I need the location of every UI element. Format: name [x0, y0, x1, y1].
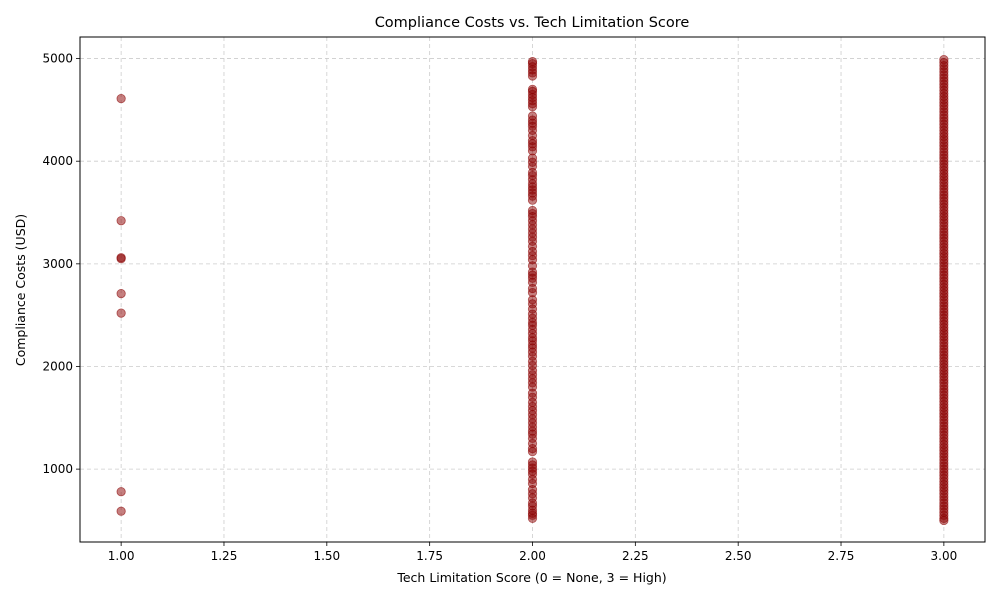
data-point [527, 71, 538, 81]
x-tick-label: 2.50 [725, 549, 752, 563]
x-tick-label: 1.75 [416, 549, 443, 563]
data-point [527, 447, 538, 457]
chart-title: Compliance Costs vs. Tech Limitation Sco… [375, 15, 690, 31]
data-point [116, 216, 126, 226]
y-axis-ticks: 1000 2000 3000 4000 5000 [42, 52, 80, 476]
data-point [939, 515, 949, 526]
x-axis-label: Tech Limitation Score (0 = None, 3 = Hig… [396, 570, 666, 585]
x-tick-label: 1.25 [211, 549, 238, 563]
x-tick-label: 1.50 [313, 549, 340, 563]
x-tick-label: 3.00 [931, 549, 958, 563]
y-tick-label: 1000 [42, 462, 73, 476]
data-point [116, 308, 126, 318]
data-point [527, 513, 538, 523]
y-tick-label: 5000 [42, 52, 73, 66]
data-points [116, 54, 949, 526]
y-tick-label: 2000 [42, 359, 73, 373]
data-point [116, 254, 126, 264]
x-tick-label: 2.25 [622, 549, 649, 563]
y-tick-label: 3000 [42, 257, 73, 271]
x-tick-label: 1.00 [108, 549, 135, 563]
x-tick-label: 2.75 [828, 549, 855, 563]
data-point [527, 195, 538, 205]
x-tick-label: 2.00 [519, 549, 546, 563]
y-axis-label: Compliance Costs (USD) [13, 214, 28, 366]
x-axis-ticks: 1.00 1.25 1.50 1.75 2.00 2.25 2.50 2.75 3.00 [108, 542, 957, 563]
data-point [116, 289, 126, 299]
data-point [116, 506, 126, 516]
y-tick-label: 4000 [42, 154, 73, 168]
data-point [116, 93, 126, 104]
data-point [527, 102, 538, 112]
data-point [116, 487, 126, 497]
